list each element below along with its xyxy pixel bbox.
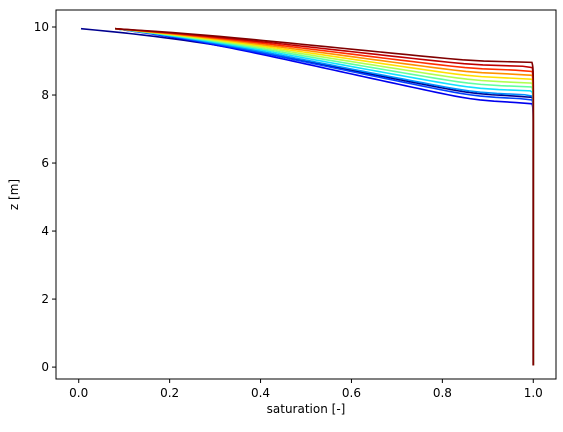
y-tick-label: 6 xyxy=(41,156,49,170)
x-axis-ticks: 0.0 0.2 0.4 0.6 0.8 1.0 xyxy=(69,379,543,400)
x-tick-label: 0.2 xyxy=(160,386,179,400)
plot-frame xyxy=(55,9,557,380)
y-axis-label: z [m] xyxy=(7,179,21,210)
y-tick-label: 0 xyxy=(41,360,49,374)
x-tick-label: 1.0 xyxy=(524,386,543,400)
series-layer xyxy=(80,27,535,366)
y-axis-ticks: 0 2 4 6 8 10 xyxy=(34,20,56,374)
x-axis-label: saturation [-] xyxy=(267,402,346,416)
x-tick-label: 0.6 xyxy=(342,386,361,400)
x-tick-label: 0.4 xyxy=(251,386,270,400)
saturation-profile-line-12 xyxy=(115,27,535,366)
y-tick-label: 4 xyxy=(41,224,49,238)
x-tick-label: 0.0 xyxy=(69,386,88,400)
y-tick-label: 8 xyxy=(41,88,49,102)
y-tick-label: 10 xyxy=(34,20,49,34)
y-tick-label: 2 xyxy=(41,292,49,306)
x-tick-label: 0.8 xyxy=(433,386,452,400)
